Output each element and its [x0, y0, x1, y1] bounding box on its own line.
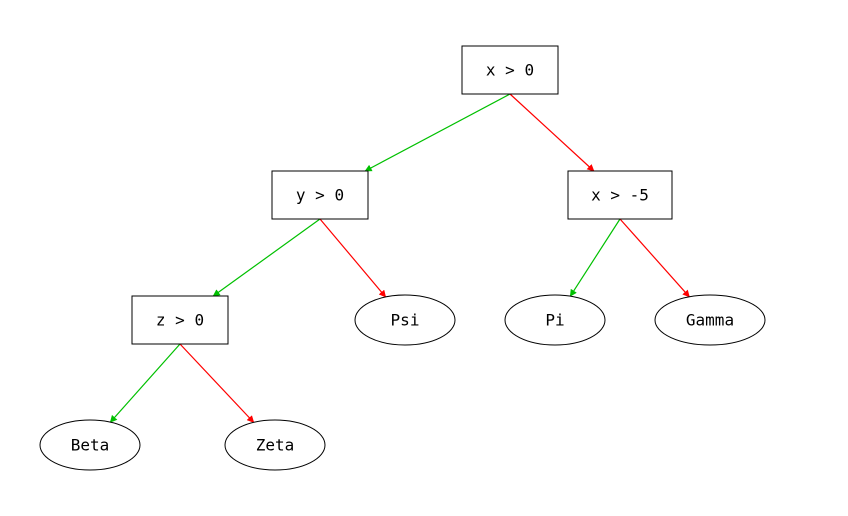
- node-psi: Psi: [355, 295, 455, 345]
- edge-y-z: [213, 219, 320, 296]
- node-x5: x > -5: [568, 171, 672, 219]
- node-zeta-label: Zeta: [256, 436, 295, 455]
- decision-tree-diagram: x > 0 y > 0 x > -5 z > 0 Psi Pi Gamma Beta Zeta: [0, 0, 848, 516]
- edge-z-beta: [110, 344, 180, 422]
- edge-y-psi: [320, 219, 386, 297]
- node-z: z > 0: [132, 296, 228, 344]
- node-beta: Beta: [40, 420, 140, 470]
- node-y: y > 0: [272, 171, 368, 219]
- node-z-label: z > 0: [156, 311, 204, 330]
- node-pi: Pi: [505, 295, 605, 345]
- node-beta-label: Beta: [71, 436, 110, 455]
- nodes-layer: x > 0 y > 0 x > -5 z > 0 Psi Pi Gamma Beta Zeta: [40, 46, 765, 470]
- edge-z-zeta: [180, 344, 254, 422]
- edge-x5-gamma: [620, 219, 689, 297]
- node-zeta: Zeta: [225, 420, 325, 470]
- node-y-label: y > 0: [296, 186, 344, 205]
- node-root-label: x > 0: [486, 61, 534, 80]
- edge-root-y: [365, 94, 510, 171]
- node-pi-label: Pi: [545, 311, 564, 330]
- edges-layer: [110, 94, 689, 422]
- node-psi-label: Psi: [391, 311, 420, 330]
- edge-root-x5: [510, 94, 594, 171]
- node-root: x > 0: [462, 46, 558, 94]
- node-x5-label: x > -5: [591, 186, 649, 205]
- edge-x5-pi: [570, 219, 620, 296]
- node-gamma-label: Gamma: [686, 311, 734, 330]
- node-gamma: Gamma: [655, 295, 765, 345]
